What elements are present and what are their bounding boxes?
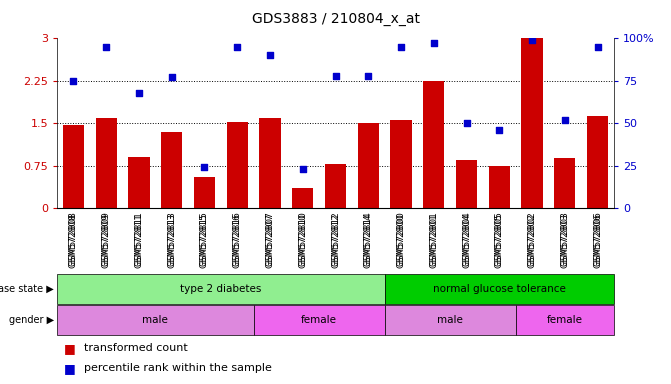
Text: GSM572800: GSM572800 (397, 213, 405, 268)
Point (264, 52, 275, 58)
Text: ■: ■ (64, 342, 76, 355)
Bar (488, 166, 510, 208)
Text: gender ▶: gender ▶ (9, 315, 54, 325)
Text: transformed count: transformed count (84, 343, 188, 353)
Bar (63, 125, 84, 208)
Bar (358, 123, 379, 208)
Text: GSM572805: GSM572805 (495, 213, 504, 268)
Point (166, 74, 177, 81)
Bar (456, 160, 477, 208)
Bar (587, 116, 608, 208)
Bar (391, 121, 412, 208)
Text: normal glucose tolerance: normal glucose tolerance (433, 284, 566, 294)
Point (330, 73, 341, 79)
Text: type 2 diabetes: type 2 diabetes (180, 284, 262, 294)
Text: GSM572814: GSM572814 (364, 213, 373, 268)
Text: GSM572801: GSM572801 (429, 213, 438, 268)
Bar (259, 118, 280, 208)
Bar (161, 132, 183, 208)
Point (101, 44, 111, 50)
Point (363, 73, 374, 79)
Point (428, 40, 439, 46)
Text: GSM572813: GSM572813 (167, 213, 176, 268)
Bar (194, 177, 215, 208)
Text: GSM572808: GSM572808 (69, 213, 78, 268)
Bar (95, 118, 117, 208)
Text: GSM572806: GSM572806 (593, 213, 602, 268)
Text: female: female (301, 315, 337, 325)
Bar (325, 164, 346, 208)
Bar (227, 122, 248, 208)
Text: GSM572802: GSM572802 (527, 213, 537, 268)
Text: disease state ▶: disease state ▶ (0, 284, 54, 294)
Point (592, 44, 603, 50)
Text: GSM572803: GSM572803 (560, 213, 569, 268)
Text: male: male (437, 315, 463, 325)
Text: GDS3883 / 210804_x_at: GDS3883 / 210804_x_at (252, 12, 419, 25)
Text: GSM572809: GSM572809 (102, 213, 111, 268)
Text: GSM572810: GSM572810 (298, 213, 307, 268)
Text: GSM572815: GSM572815 (200, 213, 209, 268)
Point (396, 44, 407, 50)
Text: ■: ■ (64, 362, 76, 375)
Bar (521, 38, 543, 208)
Point (494, 127, 505, 133)
Bar (292, 189, 313, 208)
Text: percentile rank within the sample: percentile rank within the sample (84, 363, 272, 373)
Point (199, 164, 210, 170)
Text: GSM572812: GSM572812 (331, 213, 340, 268)
Text: GSM572807: GSM572807 (266, 213, 274, 268)
Text: female: female (547, 315, 583, 325)
Bar (423, 81, 444, 208)
Bar (128, 157, 150, 208)
Text: GSM572816: GSM572816 (233, 213, 242, 268)
Text: GSM572804: GSM572804 (462, 213, 471, 268)
Point (297, 166, 308, 172)
Point (527, 37, 537, 43)
Point (134, 89, 144, 96)
Point (232, 44, 243, 50)
Point (560, 117, 570, 123)
Point (68, 78, 79, 84)
Text: GSM572811: GSM572811 (134, 213, 144, 268)
Text: male: male (142, 315, 168, 325)
Bar (554, 158, 576, 208)
Point (461, 120, 472, 126)
